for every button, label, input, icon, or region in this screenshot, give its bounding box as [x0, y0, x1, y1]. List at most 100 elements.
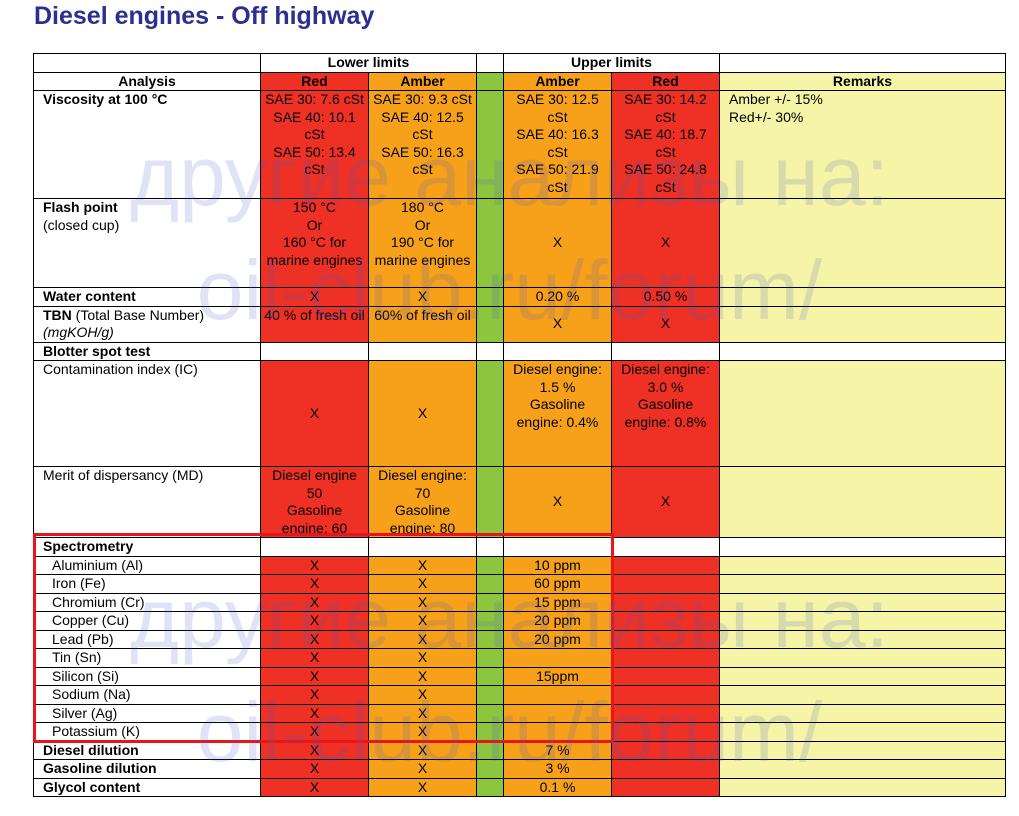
header-lower-limits: Lower limits: [260, 53, 477, 73]
element-upper-amber: 10 ppm: [503, 555, 612, 575]
table-header-row-groups: Lower limits Upper limits: [33, 53, 1006, 73]
row-label-blotter: Blotter spot test: [33, 341, 261, 361]
dilution-lower-red: X: [260, 777, 369, 797]
element-upper-amber: 15ppm: [503, 666, 612, 686]
water-lower-amber: X: [368, 287, 477, 307]
dilution-green: [476, 740, 504, 760]
element-green: [476, 611, 504, 631]
element-upper-red: [611, 722, 720, 742]
table-row-element: Sodium (Na) X X: [33, 685, 1006, 705]
dispersancy-remarks: [719, 466, 1006, 538]
spectrometry-cell: [476, 537, 504, 557]
element-lower-red: X: [260, 592, 369, 612]
table-row-element: Potassium (K) X X: [33, 722, 1006, 742]
dilution-green: [476, 759, 504, 779]
element-lower-amber: X: [368, 666, 477, 686]
row-label-flash-point: Flash point (closed cup): [33, 198, 261, 288]
element-upper-red: [611, 648, 720, 668]
dilution-label: Glycol content: [33, 777, 261, 797]
element-upper-amber: 20 ppm: [503, 629, 612, 649]
dilution-remarks: [719, 777, 1006, 797]
element-lower-amber: X: [368, 555, 477, 575]
dilution-lower-red: X: [260, 759, 369, 779]
header-remarks: Remarks: [719, 71, 1006, 91]
element-label: Chromium (Cr): [33, 592, 261, 612]
dispersancy-lower-red-text: Diesel engine 50 Gasoline engine: 60: [272, 467, 357, 536]
tbn-unit: (mgKOH/g): [43, 324, 114, 340]
header-gap-cell: [476, 53, 504, 73]
element-remarks: [719, 592, 1006, 612]
element-green: [476, 722, 504, 742]
dispersancy-lower-amber-text: Diesel engine: 70 Gasoline engine: 80: [378, 467, 467, 536]
row-label-dispersancy: Merit of dispersancy (MD): [33, 466, 261, 538]
blotter-cell: [611, 341, 720, 361]
header-upper-amber: Amber: [503, 71, 612, 91]
element-lower-red: X: [260, 666, 369, 686]
row-label-contamination: Contamination index (IC): [33, 360, 261, 467]
element-lower-red: X: [260, 574, 369, 594]
element-label: Tin (Sn): [33, 648, 261, 668]
element-label: Silver (Ag): [33, 703, 261, 723]
element-label: Aluminium (Al): [33, 555, 261, 575]
spectrometry-cell: [260, 537, 369, 557]
element-remarks: [719, 629, 1006, 649]
header-lower-amber: Amber: [368, 71, 477, 91]
element-upper-red: [611, 666, 720, 686]
tbn-remarks: [719, 305, 1006, 343]
element-lower-amber: X: [368, 722, 477, 742]
element-upper-amber: [503, 685, 612, 705]
element-upper-red: [611, 555, 720, 575]
dispersancy-lower-amber: Diesel engine: 70 Gasoline engine: 80: [368, 466, 477, 538]
flash-point-remarks: [719, 198, 1006, 288]
dispersancy-lower-red: Diesel engine 50 Gasoline engine: 60: [260, 466, 369, 538]
element-lower-red: X: [260, 685, 369, 705]
element-upper-red: [611, 574, 720, 594]
element-lower-red: X: [260, 629, 369, 649]
element-upper-amber: 60 ppm: [503, 574, 612, 594]
element-lower-amber: X: [368, 703, 477, 723]
flash-point-lower-amber: 180 °C Or 190 °C for marine engines: [368, 198, 477, 288]
table-row-spectrometry: Spectrometry: [33, 537, 1006, 557]
element-lower-amber: X: [368, 611, 477, 631]
dilution-remarks: [719, 740, 1006, 760]
flash-point-upper-amber: X: [503, 198, 612, 288]
element-label: Silicon (Si): [33, 666, 261, 686]
element-green: [476, 574, 504, 594]
table-row-element: Tin (Sn) X X: [33, 648, 1006, 668]
header-analysis: Analysis: [33, 71, 261, 91]
flash-point-label: Flash point: [43, 199, 118, 216]
element-lower-amber: X: [368, 592, 477, 612]
viscosity-green: [476, 90, 504, 199]
element-green: [476, 555, 504, 575]
table-row-tbn: TBN (Total Base Number) (mgKOH/g) 40 % of…: [33, 305, 1006, 343]
element-upper-amber: [503, 722, 612, 742]
element-upper-amber: 20 ppm: [503, 611, 612, 631]
water-remarks: [719, 287, 1006, 307]
table-row-flash-point: Flash point (closed cup) 150 °C Or 160 °C…: [33, 198, 1006, 288]
dilution-upper-red: [611, 777, 720, 797]
header-upper-red: Red: [611, 71, 720, 91]
element-green: [476, 685, 504, 705]
table-row-contamination: Contamination index (IC) X X Diesel engi…: [33, 360, 1006, 467]
blotter-cell: [476, 341, 504, 361]
tbn-upper-red: X: [611, 305, 720, 343]
tbn-upper-amber: X: [503, 305, 612, 343]
header-empty-cell: [719, 53, 1006, 73]
element-remarks: [719, 648, 1006, 668]
element-remarks: [719, 666, 1006, 686]
water-upper-red: 0.50 %: [611, 287, 720, 307]
dilution-green: [476, 777, 504, 797]
dilution-lower-amber: X: [368, 740, 477, 760]
element-label: Copper (Cu): [33, 611, 261, 631]
table-header-row: Analysis Red Amber Amber Red Remarks: [33, 71, 1006, 91]
dispersancy-green: [476, 466, 504, 538]
page-title: Diesel engines - Off highway: [34, 2, 375, 30]
tbn-label-rest: (Total Base Number): [71, 306, 205, 323]
dilution-label: Gasoline dilution: [33, 759, 261, 779]
element-remarks: [719, 722, 1006, 742]
element-lower-red: X: [260, 555, 369, 575]
dispersancy-upper-red: X: [611, 466, 720, 538]
dilution-upper-red: [611, 759, 720, 779]
element-green: [476, 703, 504, 723]
oil-analysis-limits-table: Lower limits Upper limits Analysis Red A…: [33, 53, 1006, 797]
